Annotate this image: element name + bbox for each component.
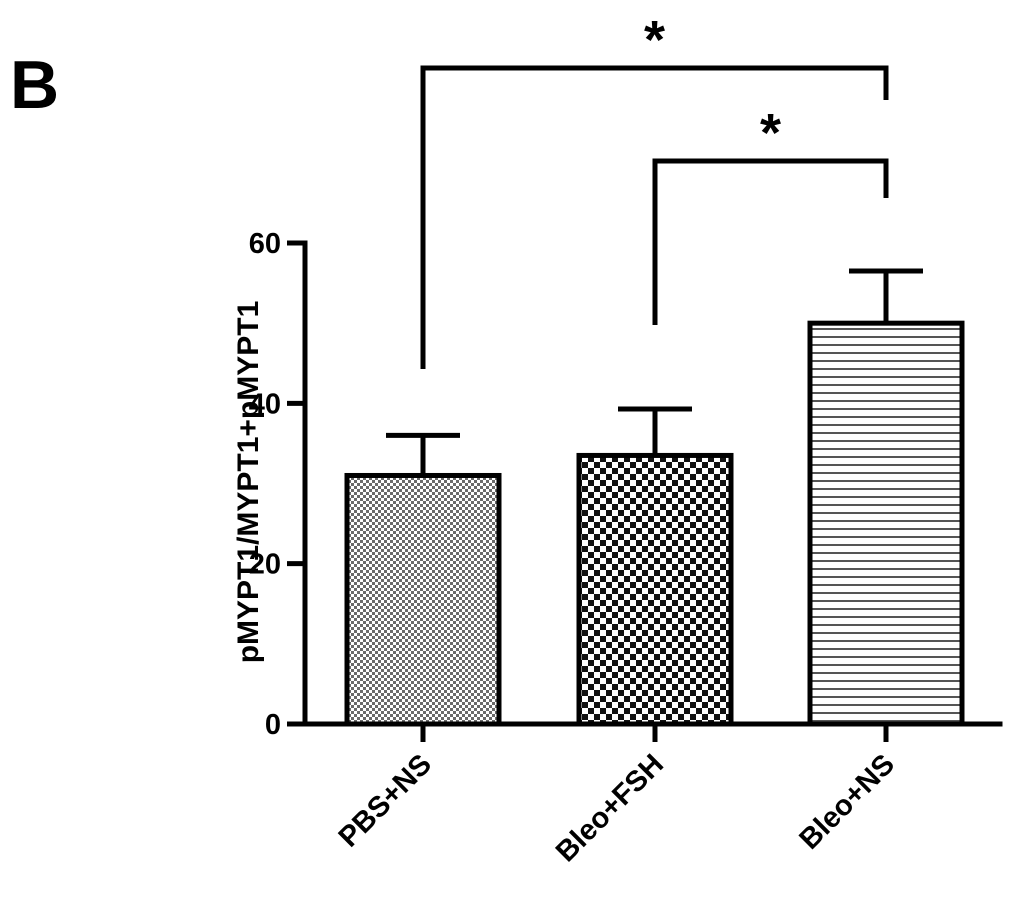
bar-3 — [807, 320, 965, 727]
significance-marker: * — [644, 10, 665, 70]
x-tick-label: PBS+NS — [333, 748, 438, 853]
y-tick-label: 60 — [249, 228, 281, 260]
y-axis: 0 20 40 60 — [249, 228, 308, 741]
bar-1 — [344, 472, 502, 727]
panel-label: B — [10, 47, 59, 123]
significance-marker: * — [760, 103, 781, 163]
bars — [344, 320, 965, 727]
significance-brackets: ** — [420, 10, 889, 369]
y-tick-label: 40 — [249, 388, 281, 420]
y-tick-label: 0 — [265, 709, 281, 741]
x-tick-label: Bleo+FSH — [550, 748, 670, 868]
significance-bracket — [652, 158, 889, 325]
y-tick-label: 20 — [249, 549, 281, 581]
x-axis: PBS+NS Bleo+FSH Bleo+NS — [302, 721, 1003, 868]
y-axis-label: pMYPT1/MYPT1+pMYPT1 — [232, 301, 265, 664]
significance-bracket — [420, 65, 889, 369]
x-tick-label: Bleo+NS — [793, 748, 901, 856]
error-bars — [386, 268, 923, 476]
bar-2 — [576, 452, 734, 727]
